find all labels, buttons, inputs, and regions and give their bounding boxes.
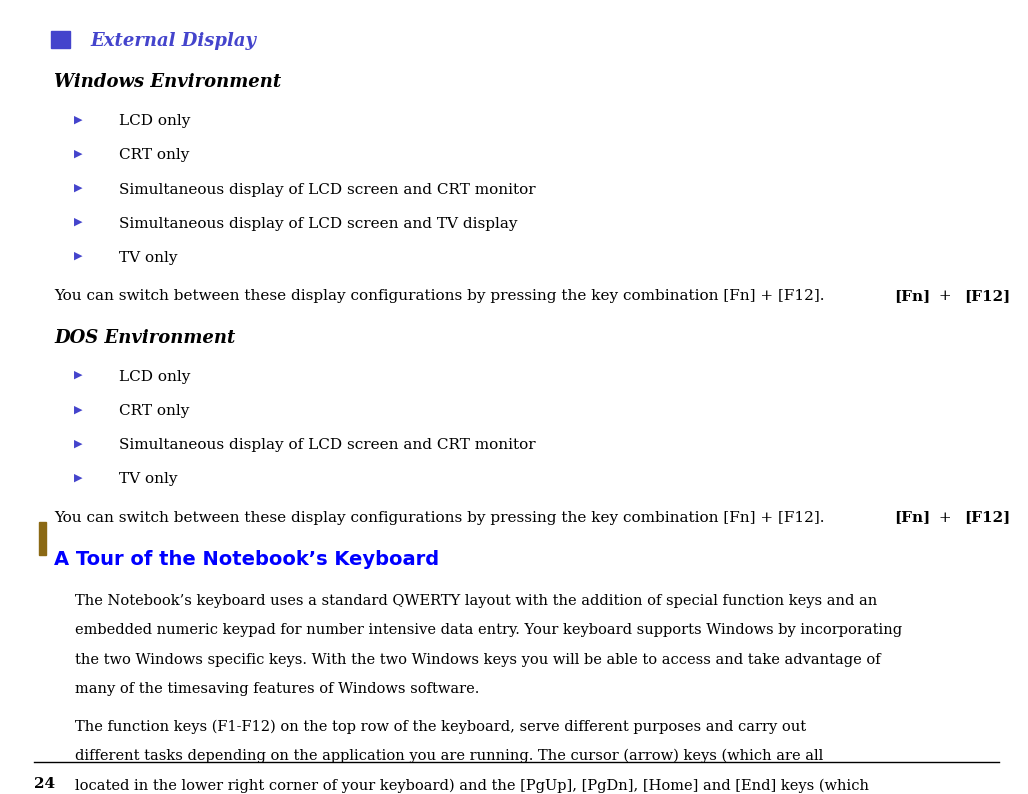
Text: TV only: TV only (119, 472, 178, 487)
Text: You can switch between these display configurations by pressing the key combinat: You can switch between these display con… (54, 511, 825, 525)
Text: LCD only: LCD only (119, 114, 190, 129)
Text: LCD only: LCD only (119, 370, 190, 384)
Text: Simultaneous display of LCD screen and TV display: Simultaneous display of LCD screen and T… (119, 217, 518, 231)
Text: ▶: ▶ (74, 183, 82, 193)
Text: ▶: ▶ (74, 404, 82, 414)
Text: ▶: ▶ (74, 370, 82, 380)
Text: ▶: ▶ (74, 148, 82, 159)
Text: ▶: ▶ (74, 251, 82, 261)
Text: [F12]: [F12] (964, 511, 1011, 525)
Text: +: + (934, 511, 957, 525)
Text: 24: 24 (34, 777, 56, 791)
Text: +: + (934, 289, 957, 303)
Text: TV only: TV only (119, 251, 178, 265)
Text: CRT only: CRT only (119, 404, 189, 418)
Text: [F12]: [F12] (964, 289, 1011, 303)
Text: ▶: ▶ (74, 217, 82, 227)
Text: ▶: ▶ (74, 438, 82, 449)
Text: The Notebook’s keyboard uses a standard QWERTY layout with the addition of speci: The Notebook’s keyboard uses a standard … (75, 594, 877, 608)
Text: [Fn]: [Fn] (894, 511, 930, 525)
Text: CRT only: CRT only (119, 148, 189, 163)
Text: A Tour of the Notebook’s Keyboard: A Tour of the Notebook’s Keyboard (54, 550, 440, 569)
Text: Windows Environment: Windows Environment (54, 73, 282, 91)
Text: ▶: ▶ (74, 472, 82, 483)
Text: [Fn]: [Fn] (894, 289, 930, 303)
Text: located in the lower right corner of your keyboard) and the [PgUp], [PgDn], [Hom: located in the lower right corner of you… (75, 778, 869, 792)
Text: many of the timesaving features of Windows software.: many of the timesaving features of Windo… (75, 682, 479, 696)
Text: Simultaneous display of LCD screen and CRT monitor: Simultaneous display of LCD screen and C… (119, 438, 536, 453)
Bar (39, 522, 46, 555)
Text: You can switch between these display configurations by pressing the key combinat: You can switch between these display con… (54, 289, 825, 303)
Text: External Display: External Display (90, 32, 256, 50)
Text: DOS Environment: DOS Environment (54, 329, 235, 347)
Text: The function keys (F1‑F12) on the top row of the keyboard, serve different purpo: The function keys (F1‑F12) on the top ro… (75, 719, 806, 734)
Text: the two Windows specific keys. With the two Windows keys you will be able to acc: the two Windows specific keys. With the … (75, 653, 881, 667)
Text: ▶: ▶ (74, 114, 82, 125)
Text: different tasks depending on the application you are running. The cursor (arrow): different tasks depending on the applica… (75, 749, 823, 763)
Text: Simultaneous display of LCD screen and CRT monitor: Simultaneous display of LCD screen and C… (119, 183, 536, 197)
Text: embedded numeric keypad for number intensive data entry. Your keyboard supports : embedded numeric keypad for number inten… (75, 623, 903, 638)
Bar (51, 31, 70, 48)
